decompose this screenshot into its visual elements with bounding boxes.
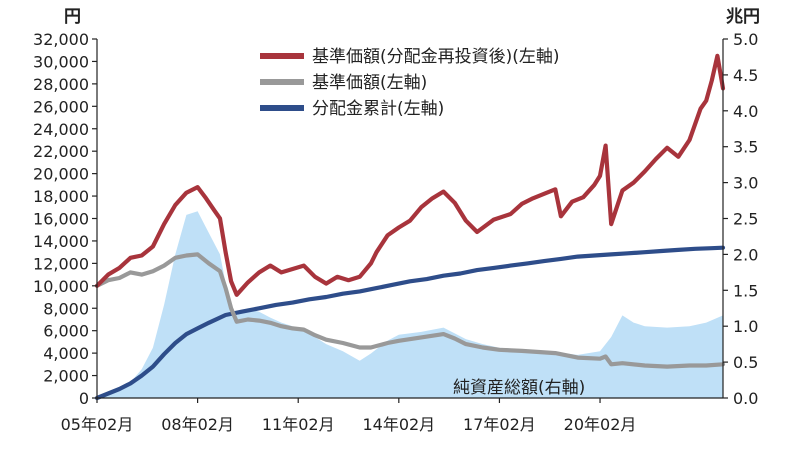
right-tick-label: 4.0 (733, 102, 758, 121)
right-tick-label: 0.5 (733, 353, 758, 372)
legend-label: 基準価額(分配金再投資後)(左軸) (312, 47, 560, 67)
right-axis-unit: 兆円 (726, 7, 760, 27)
nav-line (94, 252, 726, 369)
left-tick-label: 22,000 (33, 142, 89, 161)
right-tick-label: 0.0 (733, 389, 758, 408)
axis-layer: 0 2,000 4,000 6,000 8,000 10,000 12,000 14,000 1… (33, 30, 758, 434)
left-tick-label: 12,000 (33, 254, 89, 273)
x-tick-label: 17年02月 (463, 415, 536, 434)
left-tick-label: 14,000 (33, 232, 89, 251)
right-tick-label: 3.5 (733, 138, 758, 157)
right-tick-label: 4.5 (733, 66, 758, 85)
line-layer (94, 53, 726, 401)
x-tick-label: 11年02月 (262, 415, 335, 434)
left-tick-label: 8,000 (43, 299, 89, 318)
left-tick-label: 6,000 (43, 322, 89, 341)
left-tick-label: 18,000 (33, 187, 89, 206)
legend-label: 分配金累計(左軸) (312, 99, 444, 119)
x-tick-label: 08年02月 (161, 415, 234, 434)
annotation-net-assets: 純資産総額(右軸) (453, 378, 585, 398)
left-tick-label: 32,000 (33, 30, 89, 49)
left-tick-label: 2,000 (43, 367, 89, 386)
left-axis-unit: 円 (64, 7, 81, 27)
left-tick-label: 26,000 (33, 97, 89, 116)
right-tick-label: 1.5 (733, 281, 758, 300)
right-tick-label: 2.0 (733, 245, 758, 264)
x-tick-label: 05年02月 (61, 415, 134, 434)
left-tick-label: 16,000 (33, 210, 89, 229)
left-tick-label: 30,000 (33, 52, 89, 71)
left-tick-label: 10,000 (33, 277, 89, 296)
left-tick-label: 24,000 (33, 120, 89, 139)
right-tick-label: 2.5 (733, 210, 758, 229)
reinvested-nav-line (94, 53, 726, 297)
x-tick-label: 14年02月 (362, 415, 435, 434)
left-tick-label: 28,000 (33, 75, 89, 94)
legend-item-reinvested-nav: 基準価額(分配金再投資後)(左軸) (260, 47, 560, 67)
legend-item-nav: 基準価額(左軸) (260, 73, 427, 93)
left-tick-label: 20,000 (33, 165, 89, 184)
net-assets-area (97, 211, 723, 398)
legend-label: 基準価額(左軸) (312, 73, 427, 93)
net-assets-area-layer (97, 211, 723, 398)
cumulative-distribution-line (94, 245, 726, 401)
left-tick-label: 0 (79, 389, 89, 408)
x-tick-label: 20年02月 (564, 415, 637, 434)
right-tick-label: 3.0 (733, 174, 758, 193)
right-tick-label: 1.0 (733, 317, 758, 336)
legend-item-cumulative-distribution: 分配金累計(左軸) (260, 99, 444, 119)
legend: 基準価額(分配金再投資後)(左軸) 基準価額(左軸) 分配金累計(左軸) (260, 47, 560, 119)
left-tick-label: 4,000 (43, 344, 89, 363)
right-tick-label: 5.0 (733, 30, 758, 49)
